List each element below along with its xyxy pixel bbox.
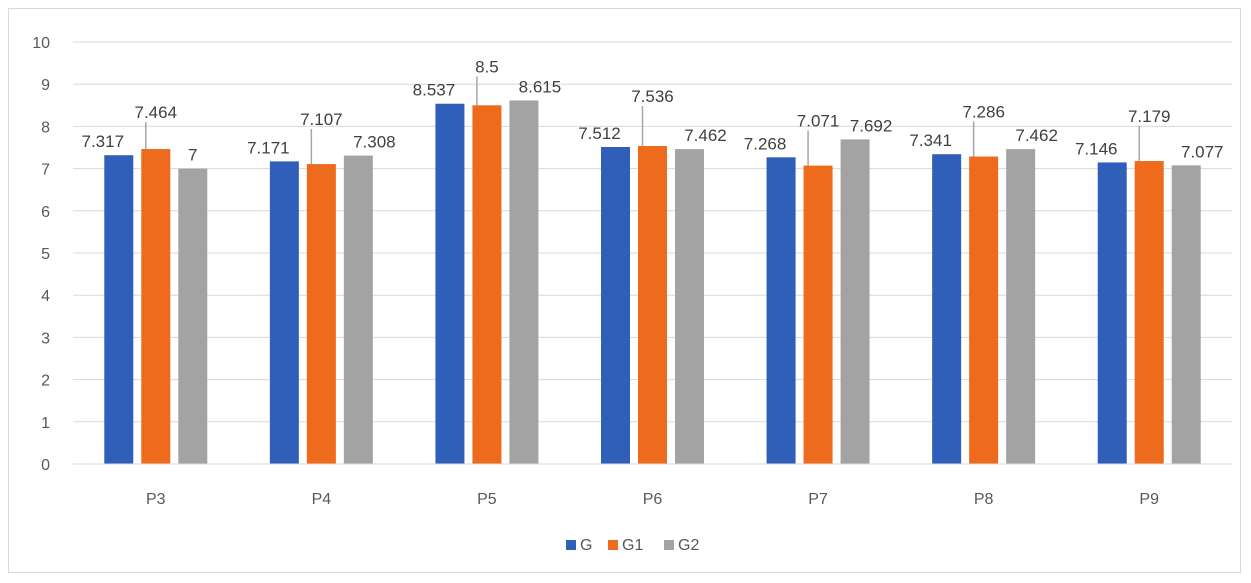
legend-swatch-g2 xyxy=(664,540,674,550)
legend-swatch-g1 xyxy=(608,540,618,550)
y-tick-label: 6 xyxy=(41,204,50,221)
bar-g2-p4 xyxy=(343,155,373,464)
data-label: 7.308 xyxy=(353,133,396,152)
bar-g2-p7 xyxy=(840,139,870,465)
y-tick-label: 7 xyxy=(41,162,50,179)
y-tick-label: 9 xyxy=(41,77,50,94)
bar-g2-p5 xyxy=(509,100,539,465)
bar-g1-p7 xyxy=(803,165,833,464)
bar-g1-p4 xyxy=(306,164,336,464)
bar-g2-p6 xyxy=(675,149,704,464)
data-label: 7.692 xyxy=(850,116,893,135)
x-tick-label: P4 xyxy=(312,491,332,508)
bar-g1-p8 xyxy=(969,156,999,464)
legend-label: G xyxy=(580,537,592,554)
data-label: 7.317 xyxy=(82,132,125,151)
bar-g-p9 xyxy=(1097,162,1127,465)
data-label: 7.536 xyxy=(631,87,674,106)
y-tick-label: 5 xyxy=(41,246,50,263)
bar-g1-p5 xyxy=(472,105,502,465)
data-label: 7.462 xyxy=(684,126,727,145)
bar-g-p4 xyxy=(269,161,299,465)
y-tick-label: 2 xyxy=(41,373,50,390)
data-label: 8.5 xyxy=(475,57,499,76)
bar-g2-p3 xyxy=(178,168,208,464)
bar-g1-p6 xyxy=(638,145,667,464)
data-label: 7.107 xyxy=(300,110,343,129)
legend-swatch-g xyxy=(566,540,576,550)
x-tick-label: P5 xyxy=(477,491,497,508)
data-label: 7.071 xyxy=(797,112,840,131)
x-tick-label: P7 xyxy=(808,491,828,508)
bar-g2-p9 xyxy=(1171,165,1201,465)
data-label: 8.615 xyxy=(519,77,562,96)
data-label: 7 xyxy=(188,146,197,165)
x-tick-label: P9 xyxy=(1139,491,1159,508)
data-label: 7.146 xyxy=(1075,139,1118,158)
data-label: 7.512 xyxy=(578,124,621,143)
data-label: 7.464 xyxy=(135,103,178,122)
bar-g2-p8 xyxy=(1006,149,1036,464)
bar-g-p5 xyxy=(435,103,465,465)
y-tick-label: 3 xyxy=(41,330,50,347)
x-tick-label: P8 xyxy=(974,491,994,508)
data-label: 7.077 xyxy=(1181,142,1224,161)
bar-g-p8 xyxy=(932,154,962,465)
y-tick-label: 4 xyxy=(41,288,50,305)
bar-g-p7 xyxy=(766,157,796,464)
y-tick-label: 0 xyxy=(41,457,50,474)
bar-g1-p3 xyxy=(141,149,171,464)
bar-g1-p9 xyxy=(1134,161,1164,464)
data-label: 7.171 xyxy=(247,138,290,157)
data-label: 7.462 xyxy=(1015,126,1058,145)
legend-label: G2 xyxy=(678,537,699,554)
x-tick-label: P3 xyxy=(146,491,166,508)
x-tick-label: P6 xyxy=(643,491,663,508)
y-tick-label: 1 xyxy=(41,415,50,432)
bar-g-p3 xyxy=(104,155,134,464)
legend-label: G1 xyxy=(622,537,643,554)
data-label: 8.537 xyxy=(413,81,456,100)
data-label: 7.286 xyxy=(962,103,1005,122)
bar-g-p6 xyxy=(601,146,630,465)
data-label: 7.179 xyxy=(1128,107,1171,126)
data-label: 7.341 xyxy=(909,131,952,150)
y-tick-label: 10 xyxy=(32,35,50,52)
data-label: 7.268 xyxy=(744,134,787,153)
y-tick-label: 8 xyxy=(41,119,50,136)
